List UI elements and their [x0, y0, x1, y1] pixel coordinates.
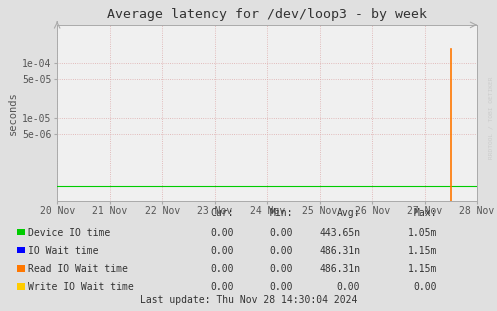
- Text: Min:: Min:: [270, 208, 293, 218]
- Text: 486.31n: 486.31n: [319, 246, 360, 256]
- Text: 0.00: 0.00: [270, 246, 293, 256]
- Text: 1.15m: 1.15m: [408, 246, 437, 256]
- Text: 0.00: 0.00: [210, 282, 234, 292]
- Title: Average latency for /dev/loop3 - by week: Average latency for /dev/loop3 - by week: [107, 8, 427, 21]
- Text: 1.15m: 1.15m: [408, 264, 437, 274]
- Text: 0.00: 0.00: [210, 246, 234, 256]
- Text: Max:: Max:: [414, 208, 437, 218]
- Text: 0.00: 0.00: [270, 282, 293, 292]
- Text: 0.00: 0.00: [270, 264, 293, 274]
- Text: RRDTOOL / TOBI OETIKER: RRDTOOL / TOBI OETIKER: [489, 77, 494, 160]
- Text: 486.31n: 486.31n: [319, 264, 360, 274]
- Text: Avg:: Avg:: [337, 208, 360, 218]
- Text: 443.65n: 443.65n: [319, 228, 360, 238]
- Y-axis label: seconds: seconds: [8, 91, 18, 135]
- Text: 0.00: 0.00: [210, 228, 234, 238]
- Text: Write IO Wait time: Write IO Wait time: [28, 282, 134, 292]
- Text: IO Wait time: IO Wait time: [28, 246, 99, 256]
- Text: Read IO Wait time: Read IO Wait time: [28, 264, 128, 274]
- Text: Last update: Thu Nov 28 14:30:04 2024: Last update: Thu Nov 28 14:30:04 2024: [140, 295, 357, 305]
- Text: 0.00: 0.00: [210, 264, 234, 274]
- Text: 0.00: 0.00: [337, 282, 360, 292]
- Text: 0.00: 0.00: [270, 228, 293, 238]
- Text: Device IO time: Device IO time: [28, 228, 110, 238]
- Text: Cur:: Cur:: [210, 208, 234, 218]
- Text: 1.05m: 1.05m: [408, 228, 437, 238]
- Text: 0.00: 0.00: [414, 282, 437, 292]
